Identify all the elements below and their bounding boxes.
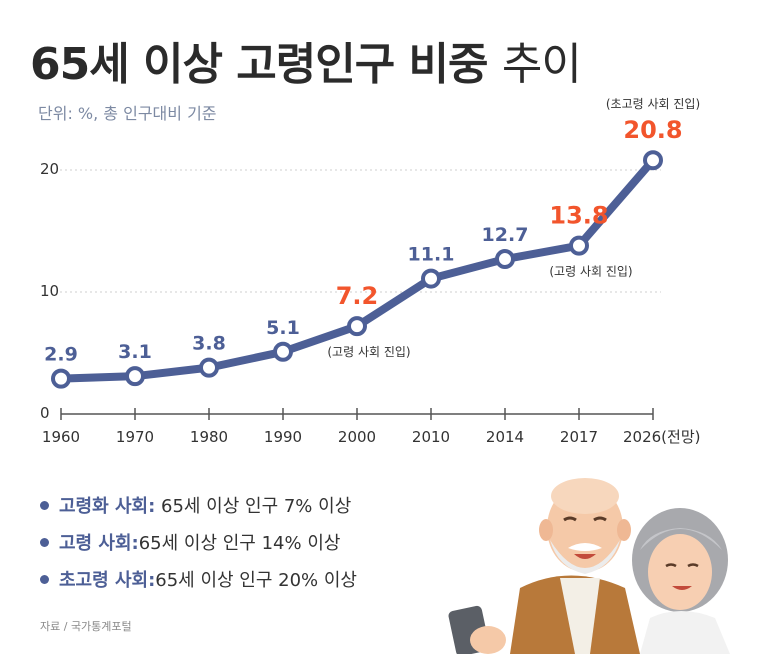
source-note: 자료 / 국가통계포털 bbox=[40, 620, 132, 633]
legend-item-super-aged-society: 초고령 사회:65세 이상 인구 20% 이상 bbox=[40, 562, 357, 599]
data-point bbox=[643, 150, 663, 171]
x-tick-label: 2010 bbox=[412, 428, 450, 446]
bullet-icon bbox=[40, 500, 49, 510]
elderly-couple-illustration bbox=[448, 478, 730, 654]
legend-term: 고령화 사회: bbox=[59, 496, 156, 517]
annotation-label: (고령 사회 진입) bbox=[549, 265, 632, 279]
data-label: 3.8 bbox=[192, 333, 226, 355]
legend-term: 고령 사회: bbox=[59, 533, 139, 554]
data-point bbox=[347, 316, 367, 337]
data-label: 13.8 bbox=[549, 202, 608, 230]
annotation-label: (초고령 사회 진입) bbox=[606, 97, 700, 111]
annotation-label: (고령 사회 진입) bbox=[327, 345, 410, 359]
data-point bbox=[273, 341, 293, 362]
x-tick-label: 2026(전망) bbox=[623, 428, 700, 446]
line-chart: 0 10 20 1960 1970 1980 1990 2000 2010 2014 2017 202… bbox=[40, 97, 700, 446]
data-point bbox=[125, 366, 145, 387]
data-point bbox=[495, 249, 515, 270]
x-tick-label: 1960 bbox=[42, 428, 80, 446]
data-label: 11.1 bbox=[408, 244, 455, 266]
data-label: 5.1 bbox=[266, 317, 300, 339]
legend: 고령화 사회: 65세 이상 인구 7% 이상 고령 사회:65세 이상 인구 … bbox=[40, 488, 357, 599]
data-label: 2.9 bbox=[44, 344, 78, 366]
bullet-icon bbox=[40, 537, 49, 547]
chart-title: 65세 이상 고령인구 비중 추이 bbox=[30, 28, 582, 92]
legend-desc: 65세 이상 인구 7% 이상 bbox=[155, 496, 352, 517]
data-point bbox=[569, 235, 589, 256]
data-label: 20.8 bbox=[623, 116, 682, 144]
unit-note: 단위: %, 총 인구대비 기준 bbox=[38, 104, 217, 123]
legend-term: 초고령 사회: bbox=[59, 570, 156, 591]
bullet-icon bbox=[40, 574, 49, 584]
legend-item-aging-society: 고령화 사회: 65세 이상 인구 7% 이상 bbox=[40, 488, 357, 525]
x-tick-label: 1980 bbox=[190, 428, 228, 446]
data-point bbox=[51, 368, 71, 389]
title-bold: 65세 이상 고령인구 비중 bbox=[30, 39, 489, 90]
data-label: 12.7 bbox=[482, 224, 529, 246]
data-point bbox=[199, 357, 219, 378]
x-tick-label: 2000 bbox=[338, 428, 376, 446]
legend-item-aged-society: 고령 사회:65세 이상 인구 14% 이상 bbox=[40, 525, 357, 562]
y-tick-label: 10 bbox=[40, 282, 59, 300]
x-tick-label: 2017 bbox=[560, 428, 598, 446]
data-label: 7.2 bbox=[336, 282, 379, 310]
legend-desc: 65세 이상 인구 14% 이상 bbox=[138, 533, 341, 554]
x-tick-label: 2014 bbox=[486, 428, 524, 446]
legend-desc: 65세 이상 인구 20% 이상 bbox=[155, 570, 357, 591]
data-label: 3.1 bbox=[118, 341, 152, 363]
x-tick-label: 1970 bbox=[116, 428, 154, 446]
x-tick-label: 1990 bbox=[264, 428, 302, 446]
y-tick-label: 0 bbox=[40, 404, 50, 422]
title-light: 추이 bbox=[501, 39, 582, 90]
y-tick-label: 20 bbox=[40, 160, 59, 178]
data-point bbox=[421, 268, 441, 289]
